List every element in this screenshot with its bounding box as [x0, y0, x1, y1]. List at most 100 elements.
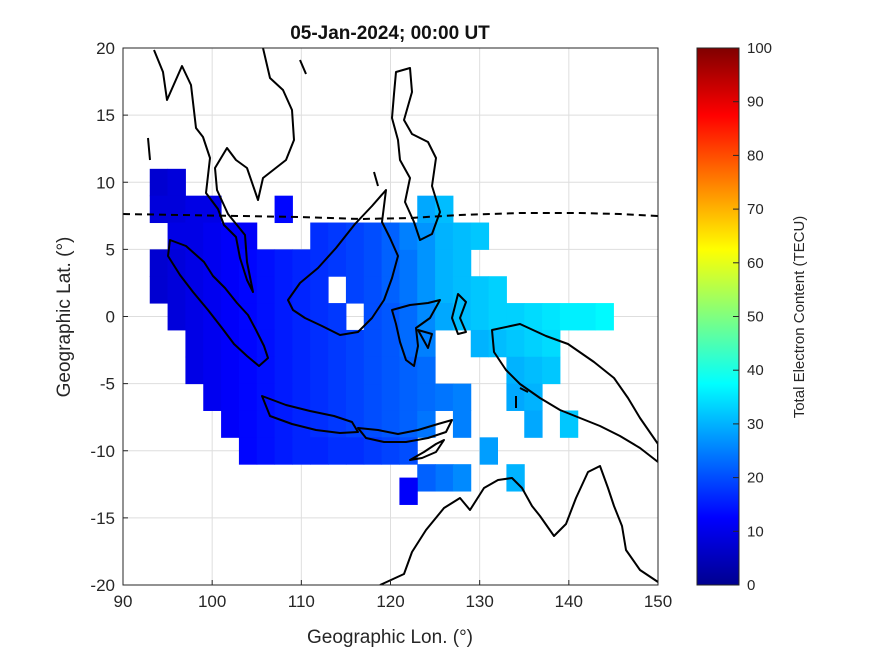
tec-cell: [149, 249, 169, 277]
tec-cell: [542, 356, 561, 385]
tec-cell: [185, 303, 204, 331]
tec-cell: [435, 276, 454, 304]
tec-cell: [185, 222, 204, 250]
tec-cell: [363, 329, 383, 358]
tec-cell: [221, 249, 240, 277]
tec-cell: [399, 383, 418, 411]
colorbar-label: Total Electron Content (TECU): [791, 216, 808, 419]
y-tick-label: -10: [90, 442, 115, 461]
coastline-philippines: [391, 67, 441, 241]
colorbar-tick-label: 70: [747, 201, 764, 218]
tec-cell: [292, 383, 311, 411]
tec-cell: [452, 249, 472, 277]
tec-cells: [149, 168, 614, 505]
tec-cell: [470, 329, 490, 358]
tec-cell: [310, 356, 329, 385]
tec-cell: [203, 356, 222, 385]
tec-cell: [345, 249, 365, 277]
x-tick-label: 140: [555, 592, 583, 611]
tec-cell: [256, 249, 276, 277]
tec-cell: [292, 276, 311, 304]
tec-cell: [167, 195, 186, 224]
tec-cell: [328, 383, 347, 411]
coastline-mainland-asia: [153, 48, 295, 293]
tec-cell: [417, 410, 436, 438]
tec-cell: [238, 356, 258, 385]
tec-cell: [274, 437, 293, 465]
tec-cell: [167, 276, 186, 304]
tec-cell: [328, 249, 347, 277]
tec-cell: [221, 222, 240, 250]
tec-cell: [559, 303, 579, 331]
tec-cell: [524, 303, 543, 331]
tec-cell: [292, 437, 311, 465]
colorbar-tick-label: 100: [747, 40, 772, 57]
y-tick-label: -5: [100, 375, 115, 394]
tec-cell: [274, 195, 293, 224]
coastline-sulawesi: [391, 299, 441, 367]
tec-cell: [435, 249, 454, 277]
tec-cell: [488, 276, 507, 304]
x-tick-label: 100: [198, 592, 226, 611]
colorbar-tick-label: 40: [747, 362, 764, 379]
tec-cell: [221, 410, 240, 438]
tec-cell: [238, 437, 258, 465]
tec-cell: [310, 437, 329, 465]
tec-cell: [274, 276, 293, 304]
tec-cell: [328, 410, 347, 438]
tec-cell: [149, 168, 169, 197]
colorbar-tick-label: 0: [747, 577, 755, 594]
y-tick-label: 15: [96, 106, 115, 125]
y-ticks: 20 15 10 5 0 -5 -10 -15 -20: [90, 39, 128, 595]
tec-cell: [506, 464, 525, 492]
tec-cell: [292, 356, 311, 385]
coastline-java: [261, 395, 359, 434]
colorbar-tick-label: 60: [747, 255, 764, 272]
tec-cell: [310, 303, 329, 331]
tec-cell: [167, 249, 186, 277]
tec-cell: [328, 303, 347, 331]
tec-cell: [345, 356, 365, 385]
tec-cell: [363, 437, 383, 465]
tec-cell: [185, 195, 204, 224]
tec-cell: [488, 303, 507, 331]
tec-cell: [488, 329, 507, 358]
tec-cell: [363, 410, 383, 438]
tec-cell: [256, 303, 276, 331]
y-tick-label: 0: [106, 308, 115, 327]
tec-cell: [435, 303, 454, 331]
tec-cell: [363, 222, 383, 250]
coastline-new-guinea: [491, 323, 658, 463]
colorbar-tick-label: 30: [747, 416, 764, 433]
tec-cell: [292, 249, 311, 277]
y-tick-label: 20: [96, 39, 115, 58]
tec-cell: [203, 249, 222, 277]
tec-cell: [274, 356, 293, 385]
tec-cell: [292, 410, 311, 438]
tec-cell: [345, 383, 365, 411]
tec-cell: [238, 383, 258, 411]
tec-cell: [470, 303, 490, 331]
tec-cell: [399, 249, 418, 277]
x-tick-label: 90: [114, 592, 133, 611]
coastlines: [147, 48, 658, 585]
tec-cell: [256, 410, 276, 438]
tec-cell: [399, 329, 418, 358]
tec-cell: [238, 222, 258, 250]
tec-cell: [238, 329, 258, 358]
tec-cell: [274, 249, 293, 277]
colorbar-tick-label: 20: [747, 470, 764, 487]
tec-cell: [185, 329, 204, 358]
tec-cell: [149, 195, 169, 224]
tec-cell: [381, 356, 400, 385]
tec-cell: [399, 222, 418, 250]
tec-cell: [345, 222, 365, 250]
tec-cell: [328, 356, 347, 385]
coastline-timor: [409, 439, 445, 461]
tec-cell: [203, 276, 222, 304]
tec-cell: [203, 329, 222, 358]
tec-cell: [203, 383, 222, 411]
tec-cell: [310, 276, 329, 304]
tec-cell: [435, 222, 454, 250]
tec-cell: [381, 383, 400, 411]
